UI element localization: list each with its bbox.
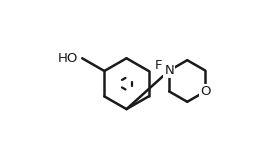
Text: F: F [154,59,162,72]
Text: HO: HO [58,52,78,65]
Text: O: O [200,85,211,98]
Text: N: N [164,64,174,77]
